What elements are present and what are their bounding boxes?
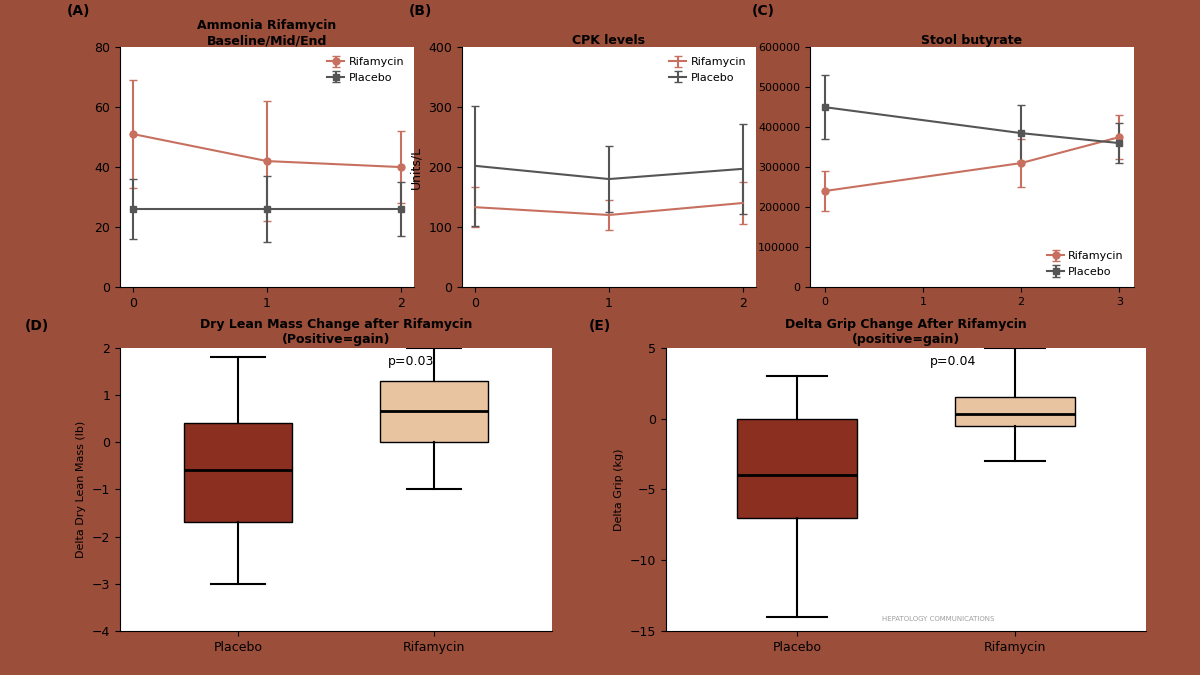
Text: (B): (B) xyxy=(409,4,432,18)
Text: (D): (D) xyxy=(25,319,49,333)
Y-axis label: Units/L: Units/L xyxy=(410,146,422,188)
Title: Delta Grip Change After Rifamycin
(positive=gain): Delta Grip Change After Rifamycin (posit… xyxy=(785,319,1027,346)
Text: p=0.03: p=0.03 xyxy=(388,354,434,368)
Text: (A): (A) xyxy=(67,4,90,18)
Y-axis label: Delta Dry Lean Mass (lb): Delta Dry Lean Mass (lb) xyxy=(77,421,86,558)
Text: HEPATOLOGY COMMUNICATIONS: HEPATOLOGY COMMUNICATIONS xyxy=(882,616,995,622)
PathPatch shape xyxy=(380,381,488,442)
Title: Stool butyrate: Stool butyrate xyxy=(922,34,1022,47)
PathPatch shape xyxy=(955,397,1075,426)
Legend: Rifamycin, Placebo: Rifamycin, Placebo xyxy=(323,53,408,87)
Legend: Rifamycin, Placebo: Rifamycin, Placebo xyxy=(665,53,750,87)
PathPatch shape xyxy=(737,418,857,518)
Title: Dry Lean Mass Change after Rifamycin
(Positive=gain): Dry Lean Mass Change after Rifamycin (Po… xyxy=(200,319,472,346)
Text: p=0.04: p=0.04 xyxy=(930,354,977,368)
Y-axis label: Delta Grip (kg): Delta Grip (kg) xyxy=(614,448,624,531)
Text: (E): (E) xyxy=(589,319,612,333)
Title: CPK levels: CPK levels xyxy=(572,34,646,47)
Legend: Rifamycin, Placebo: Rifamycin, Placebo xyxy=(1043,247,1128,281)
PathPatch shape xyxy=(184,423,292,522)
Text: (C): (C) xyxy=(751,4,775,18)
Title: Ammonia Rifamycin
Baseline/Mid/End: Ammonia Rifamycin Baseline/Mid/End xyxy=(197,20,337,47)
